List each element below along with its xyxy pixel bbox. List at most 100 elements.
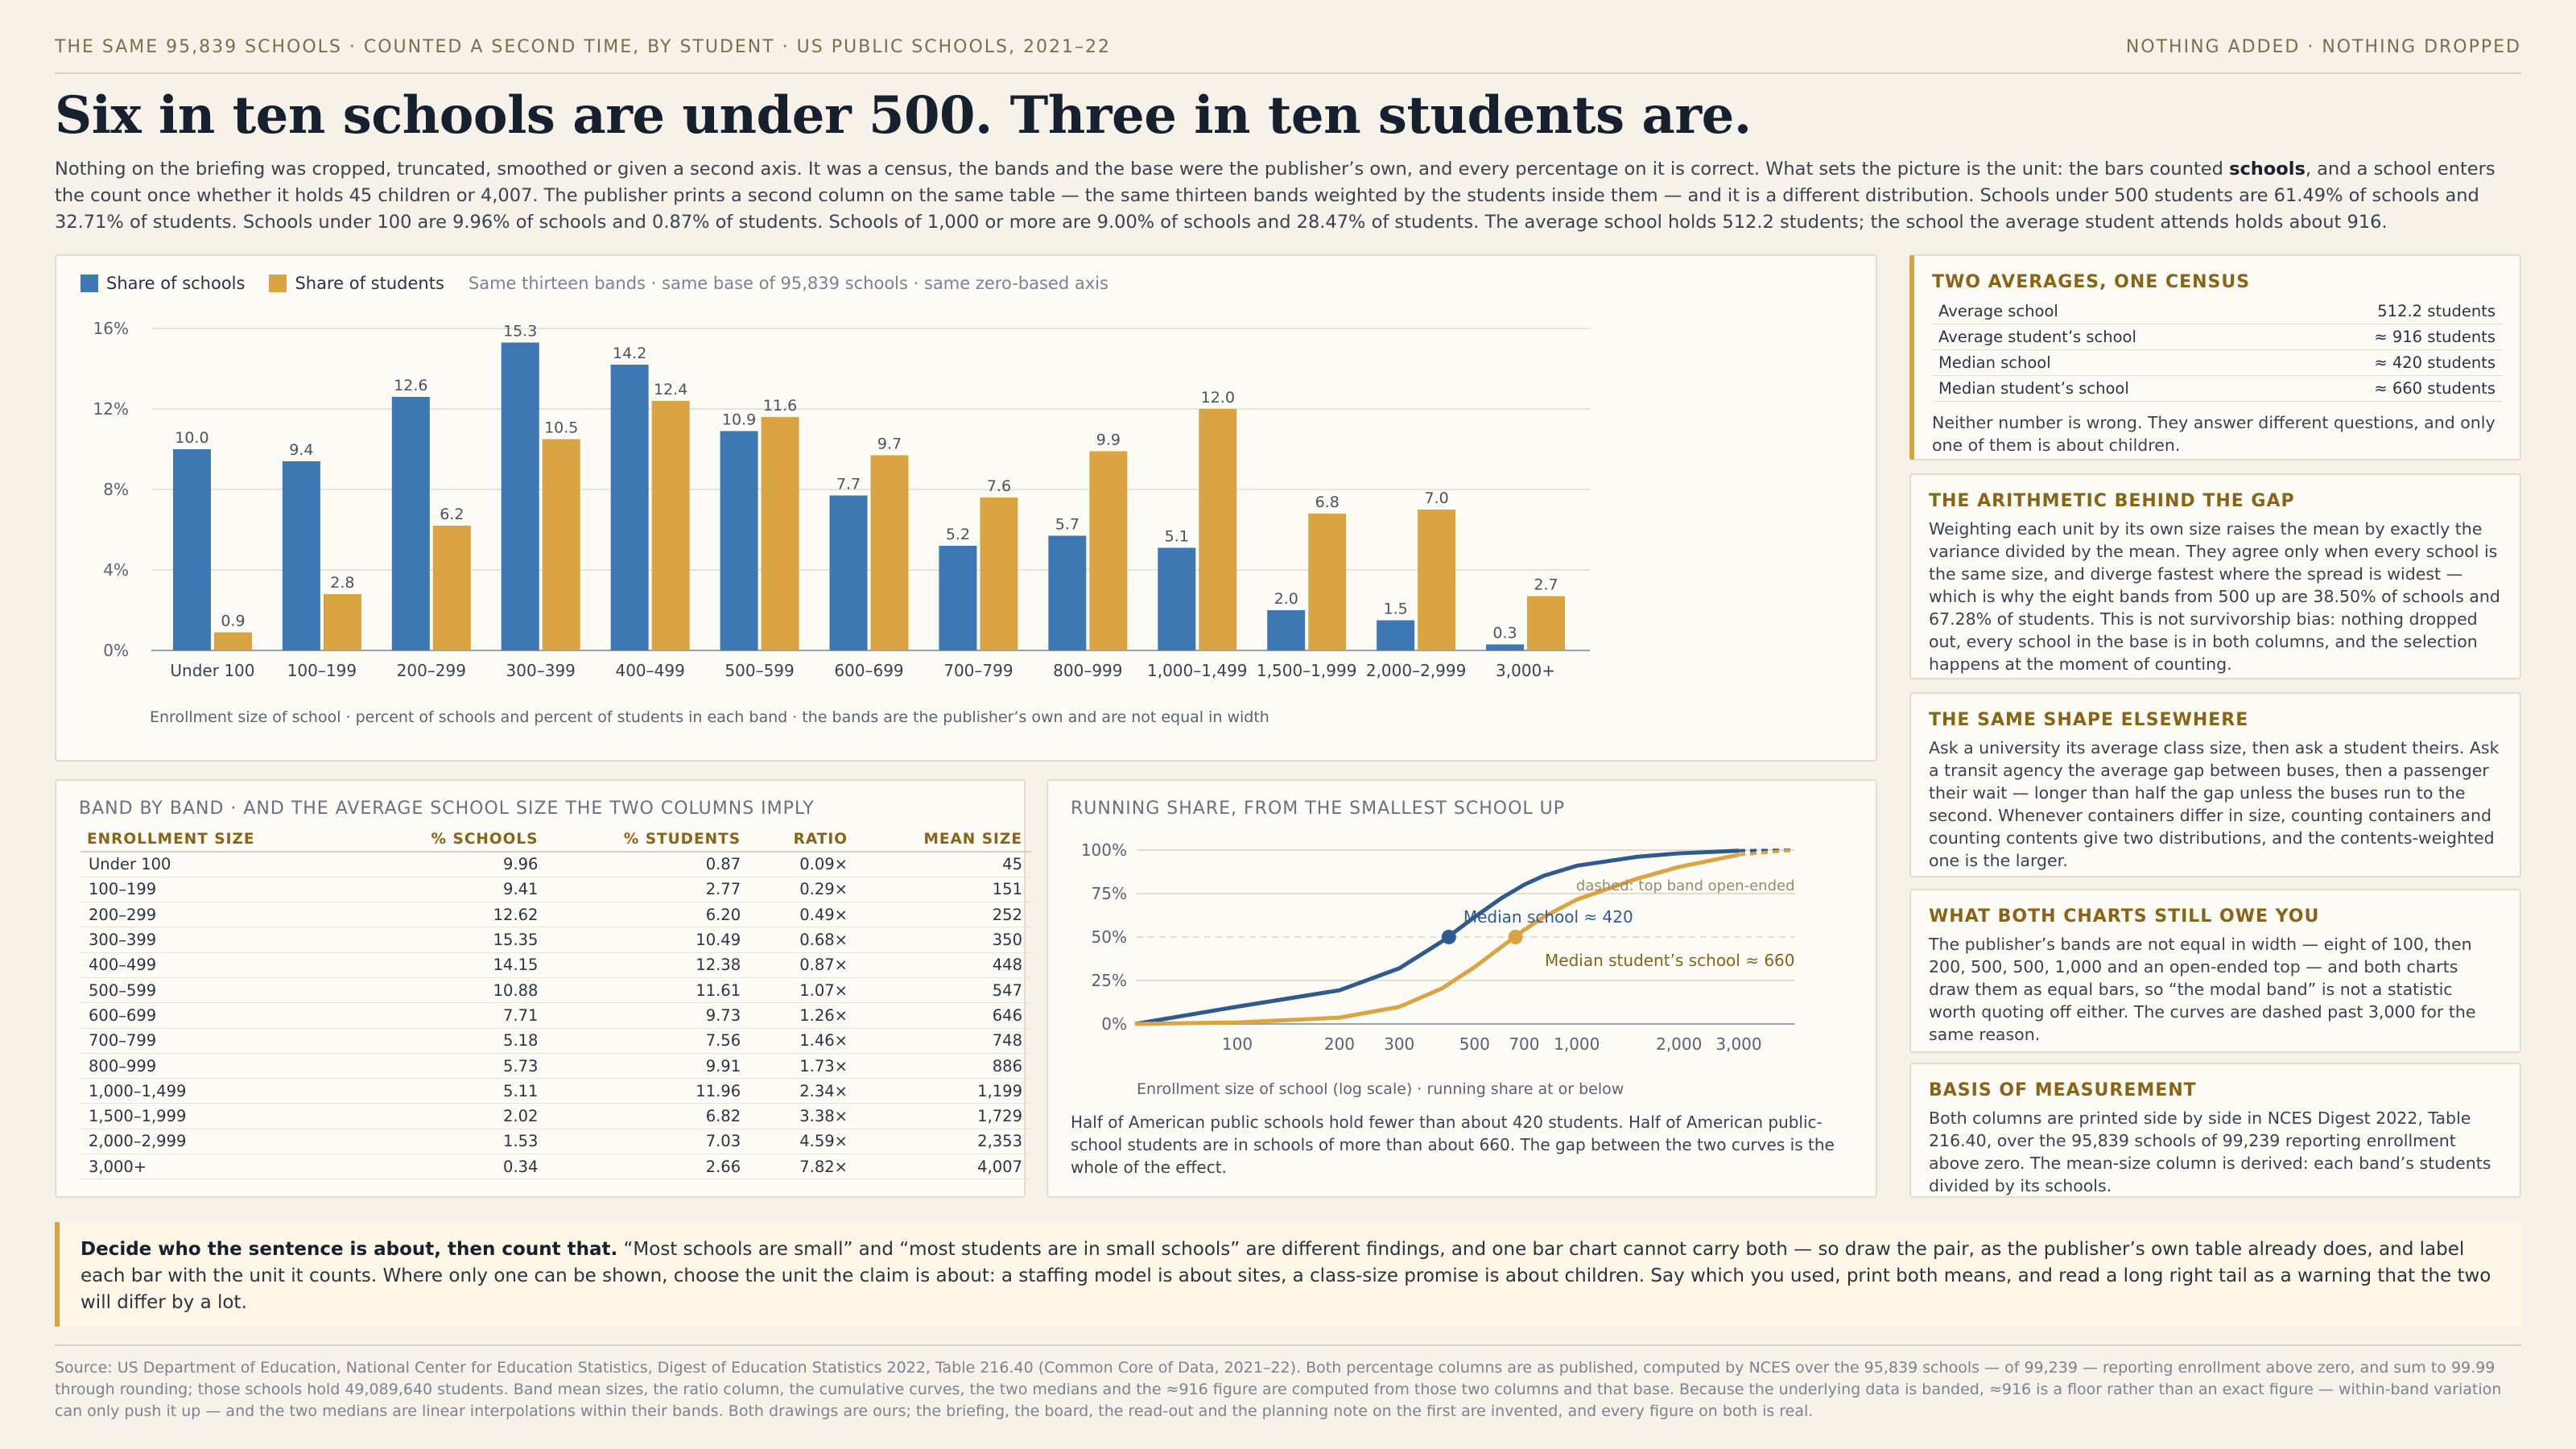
bar-value-label: 2.8 bbox=[330, 574, 354, 592]
legend-swatch-students bbox=[269, 275, 287, 292]
bar-value-label: 6.8 bbox=[1315, 493, 1340, 511]
bar-schools bbox=[501, 342, 539, 650]
averages-value: ≈ 660 students bbox=[2280, 375, 2502, 402]
table-cell: 2.02 bbox=[360, 1103, 548, 1129]
table-column-header: MEAN SIZE bbox=[857, 828, 1032, 852]
bar-students bbox=[651, 401, 690, 650]
averages-value: 512.2 students bbox=[2280, 299, 2502, 324]
table-cell: 151 bbox=[857, 877, 1032, 903]
bar-chart-caption: Enrollment size of school · percent of s… bbox=[150, 708, 1269, 726]
table-cell: 0.68× bbox=[750, 927, 858, 953]
x-tick-label: 1,000–1,499 bbox=[1147, 661, 1248, 680]
bar-value-label: 7.0 bbox=[1425, 489, 1449, 507]
y-tick-label: 8% bbox=[103, 480, 129, 499]
table-cell: 7.56 bbox=[547, 1028, 751, 1054]
bar-value-label: 5.2 bbox=[946, 526, 970, 543]
line-students bbox=[1134, 852, 1740, 1026]
bar-value-label: 11.6 bbox=[763, 397, 797, 415]
bar-students bbox=[213, 632, 252, 650]
x-tick-label: 1,500–1,999 bbox=[1257, 661, 1357, 680]
table-row: 600–699 7.71 9.73 1.26× 646 bbox=[80, 1002, 1032, 1029]
callout-bold: Decide who the sentence is about, then c… bbox=[80, 1239, 618, 1260]
bar-chart-panel: Share of schools Share of students Same … bbox=[55, 254, 1877, 762]
table-cell: 9.96 bbox=[360, 852, 548, 877]
table-row: 800–999 5.73 9.91 1.73× 886 bbox=[80, 1053, 1032, 1080]
table-cell: 14.15 bbox=[360, 952, 548, 978]
table-cell: 3,000+ bbox=[80, 1154, 361, 1180]
bar-schools bbox=[939, 546, 977, 650]
table-cell: 2,353 bbox=[857, 1129, 1032, 1155]
x-tick-label: 700–799 bbox=[943, 661, 1013, 680]
table-cell: 4.59× bbox=[750, 1129, 858, 1155]
y-tick-label: 25% bbox=[1092, 971, 1127, 990]
arithmetic-title: THE ARITHMETIC BEHIND THE GAP bbox=[1929, 491, 2295, 511]
table-cell: 1.73× bbox=[750, 1053, 858, 1080]
table-cell: 1,729 bbox=[857, 1103, 1032, 1129]
x-tick-label: 400–499 bbox=[615, 661, 684, 680]
averages-label: Median school bbox=[1932, 349, 2281, 376]
x-tick-label: 800–999 bbox=[1053, 661, 1122, 680]
table-cell: 15.35 bbox=[360, 927, 548, 953]
bar-students bbox=[432, 526, 471, 650]
bar-value-label: 5.7 bbox=[1055, 516, 1080, 534]
dashed-note: dashed: top band open-ended bbox=[1576, 877, 1795, 894]
legend-item-schools: Share of schools bbox=[80, 274, 245, 293]
table-cell: 1.26× bbox=[750, 1002, 858, 1029]
bar-students bbox=[323, 594, 361, 650]
x-tick-label: 100 bbox=[1222, 1034, 1253, 1054]
owe-title: WHAT BOTH CHARTS STILL OWE YOU bbox=[1929, 906, 2320, 927]
table-cell: 600–699 bbox=[80, 1002, 361, 1029]
table-cell: 500–599 bbox=[80, 977, 361, 1004]
bar-value-label: 6.2 bbox=[440, 506, 464, 523]
table-cell: 2.77 bbox=[547, 877, 751, 903]
x-tick-label: 300 bbox=[1384, 1034, 1414, 1054]
bar-value-label: 7.6 bbox=[987, 477, 1011, 495]
bar-value-label: 12.0 bbox=[1201, 389, 1235, 407]
table-cell: 11.96 bbox=[547, 1078, 751, 1104]
table-cell: 1.07× bbox=[750, 977, 858, 1004]
table-cell: 0.29× bbox=[750, 877, 858, 903]
band-table-header: ENROLLMENT SIZE% SCHOOLS% STUDENTS RATIO M… bbox=[80, 828, 1032, 852]
table-row: 1,500–1,999 2.02 6.82 3.38× 1,729 bbox=[80, 1103, 1032, 1129]
table-cell: 1,500–1,999 bbox=[80, 1103, 361, 1129]
shape-body: Ask a university its average class size,… bbox=[1929, 738, 2500, 870]
bar-schools bbox=[1158, 547, 1196, 650]
bar-value-label: 1.5 bbox=[1384, 601, 1408, 618]
bar-schools bbox=[1486, 644, 1525, 650]
bar-value-label: 12.4 bbox=[654, 381, 687, 398]
averages-value: ≈ 420 students bbox=[2280, 349, 2502, 376]
table-row: 100–199 9.41 2.77 0.29× 151 bbox=[80, 877, 1032, 903]
table-row: 2,000–2,999 1.53 7.03 4.59× 2,353 bbox=[80, 1129, 1032, 1155]
y-tick-label: 75% bbox=[1092, 884, 1127, 903]
table-row: 500–599 10.88 11.61 1.07× 547 bbox=[80, 977, 1032, 1004]
y-tick-label: 50% bbox=[1092, 927, 1127, 947]
averages-label: Average student’s school bbox=[1932, 324, 2281, 350]
averages-title: TWO AVERAGES, ONE CENSUS bbox=[1932, 272, 2251, 292]
table-cell: 886 bbox=[857, 1053, 1032, 1080]
arithmetic-body: Weighting each unit by its own size rais… bbox=[1929, 519, 2500, 674]
table-cell: 5.18 bbox=[360, 1028, 548, 1054]
table-cell: 1,000–1,499 bbox=[80, 1078, 361, 1104]
table-row: Under 100 9.96 0.87 0.09× 45 bbox=[80, 852, 1032, 877]
bar-value-label: 2.0 bbox=[1274, 590, 1298, 608]
table-cell: 12.62 bbox=[360, 902, 548, 928]
table-cell: 1.53 bbox=[360, 1129, 548, 1155]
table-cell: 350 bbox=[857, 927, 1032, 953]
table-cell: 0.87 bbox=[547, 852, 751, 877]
averages-label: Median student’s school bbox=[1932, 375, 2281, 402]
table-cell: 7.82× bbox=[750, 1154, 858, 1180]
band-table: ENROLLMENT SIZE% SCHOOLS% STUDENTS RATIO M… bbox=[80, 828, 1032, 1180]
bar-students bbox=[542, 439, 580, 650]
bar-value-label: 0.9 bbox=[221, 613, 245, 630]
owe-card: WHAT BOTH CHARTS STILL OWE YOU The publi… bbox=[1909, 889, 2521, 1053]
band-table-body: Under 100 9.96 0.87 0.09× 45 100–199 9.41 2.77 0… bbox=[80, 852, 1032, 1180]
bar-value-label: 0.3 bbox=[1492, 625, 1517, 642]
y-tick-label: 4% bbox=[103, 560, 129, 580]
bar-students bbox=[1418, 510, 1456, 650]
bar-value-label: 10.9 bbox=[722, 411, 756, 429]
table-cell: 5.11 bbox=[360, 1078, 548, 1104]
table-column-header: % SCHOOLS bbox=[360, 828, 548, 852]
table-cell: 700–799 bbox=[80, 1028, 361, 1054]
table-cell: 6.82 bbox=[547, 1103, 751, 1129]
table-cell: 0.49× bbox=[750, 902, 858, 928]
